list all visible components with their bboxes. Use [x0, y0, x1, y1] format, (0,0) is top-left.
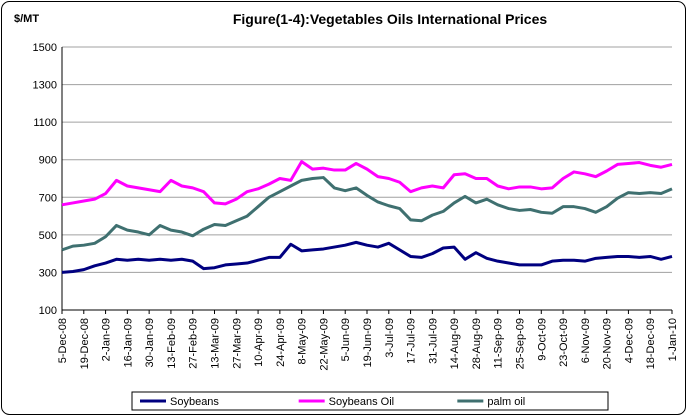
legend-label: Soybeans Oil [329, 396, 394, 408]
y-tick-label: 1500 [33, 42, 57, 54]
x-tick-label: 4-Dec-09 [623, 318, 635, 363]
y-tick-label: 300 [39, 267, 57, 279]
x-tick-label: 19-Dec-08 [79, 318, 91, 369]
x-tick-label: 30-Jan-09 [144, 318, 156, 368]
x-tick-label: 22-May-09 [318, 318, 330, 371]
x-tick-label: 14-Aug-09 [449, 318, 461, 369]
y-tick-label: 1100 [33, 117, 57, 129]
y-tick-label: 1300 [33, 80, 57, 92]
y-tick-label: 100 [39, 305, 57, 317]
x-tick-label: 13-Mar-09 [210, 318, 222, 369]
series-line [61, 160, 673, 207]
x-tick-label: 20-Nov-09 [602, 318, 614, 369]
chart-title: Figure(1-4):Vegetables Oils Internationa… [233, 11, 548, 27]
x-tick-label: 27-Feb-09 [188, 318, 200, 369]
y-tick-label: 900 [39, 155, 57, 167]
x-tick-label: 17-Jul-09 [406, 318, 418, 364]
x-tick-label: 31-Jul-09 [427, 318, 439, 364]
x-tick-label: 25-Sep-09 [515, 318, 527, 369]
legend-label: palm oil [487, 396, 525, 408]
y-tick-label: 500 [39, 230, 57, 242]
y-axis-label: $/MT [14, 13, 39, 25]
x-tick-label: 5-Jun-09 [340, 318, 352, 361]
x-tick-label: 9-Oct-09 [536, 318, 548, 361]
x-tick-label: 6-Nov-09 [580, 318, 592, 363]
x-tick-label: 23-Oct-09 [558, 318, 570, 367]
legend-box [131, 391, 609, 411]
x-tick-label: 3-Jul-09 [384, 318, 396, 358]
legend-label: Soybeans [170, 396, 219, 408]
x-tick-label: 13-Feb-09 [166, 318, 178, 369]
x-tick-label: 27-Mar-09 [231, 318, 243, 369]
x-tick-label: 16-Jan-09 [122, 318, 134, 368]
x-tick-label: 8-May-09 [297, 318, 309, 364]
x-tick-label: 2-Jan-09 [101, 318, 113, 361]
y-tick-label: 700 [39, 192, 57, 204]
x-tick-label: 1-Jan-10 [667, 318, 679, 361]
x-tick-label: 19-Jun-09 [362, 318, 374, 368]
x-tick-label: 10-Apr-09 [253, 318, 265, 367]
series-line [61, 240, 673, 274]
series-line [61, 176, 673, 252]
x-tick-label: 11-Sep-09 [493, 318, 505, 369]
x-tick-label: 5-Dec-08 [57, 318, 69, 363]
x-tick-label: 24-Apr-09 [275, 318, 287, 367]
x-tick-label: 18-Dec-09 [645, 318, 657, 369]
x-tick-label: 28-Aug-09 [471, 318, 483, 369]
